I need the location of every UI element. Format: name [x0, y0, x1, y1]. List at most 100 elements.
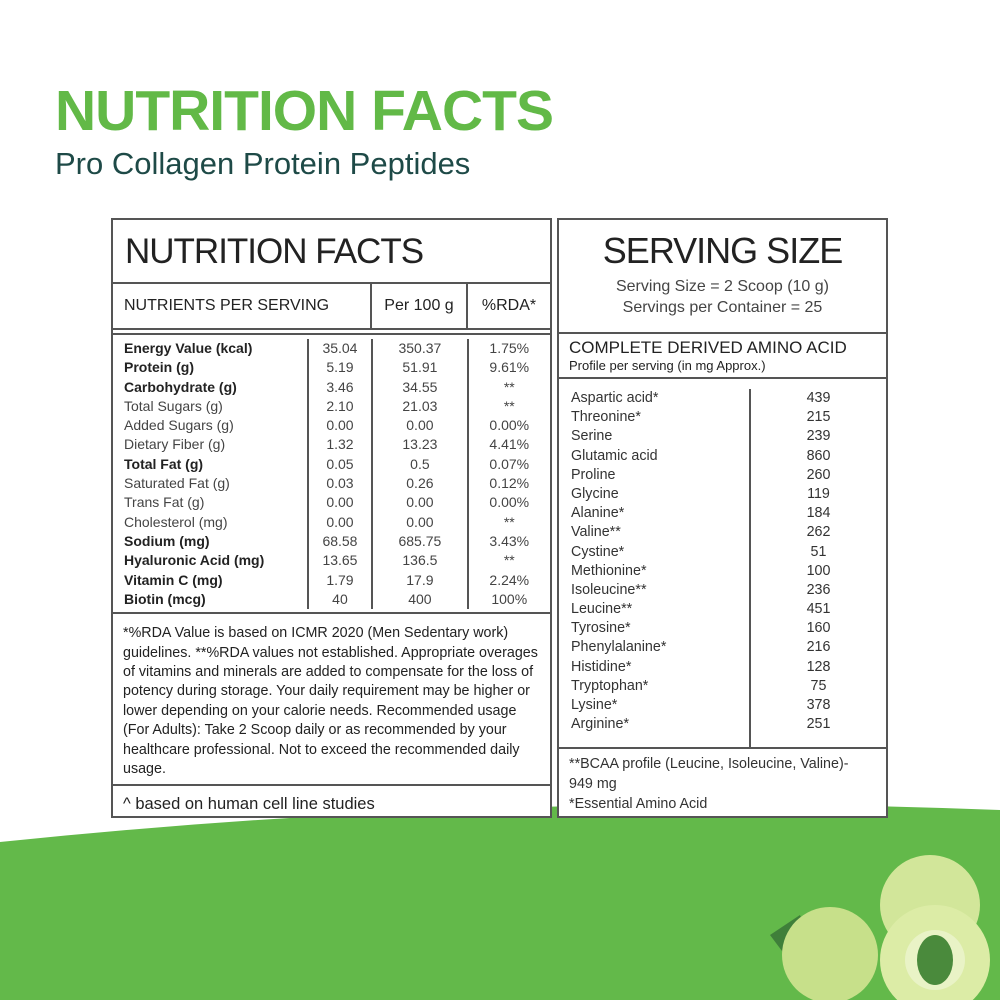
amino-acid-name: Methionine* [571, 562, 647, 579]
amino-acid-value: 184 [806, 505, 831, 522]
amino-acid-name: Glutamic acid [571, 447, 658, 464]
nutrient-name: Protein (g) [124, 359, 194, 376]
nutrient-rda: 2.24% [489, 571, 530, 588]
amino-acid-value: 260 [806, 466, 831, 483]
nutrient-per-serving: 40 [332, 590, 348, 607]
amino-acid-name: Alanine* [571, 505, 625, 522]
amino-acid-name: Leucine** [571, 601, 633, 618]
nutrient-per-100g: 0.5 [410, 455, 430, 472]
amino-acid-subtitle: Profile per serving (in mg Approx.) [569, 358, 766, 373]
amino-acid-value: 251 [806, 716, 831, 733]
column-header-rda: %RDA* [466, 284, 550, 328]
amino-acid-name: Phenylalanine* [571, 639, 667, 656]
nutrient-rda: ** [503, 378, 515, 395]
amino-acid-value: 262 [806, 524, 831, 541]
nutrient-per-100g: 0.00 [406, 417, 434, 434]
nutrient-rda: 3.43% [489, 532, 530, 549]
nutrient-name: Biotin (mcg) [124, 590, 206, 607]
amino-acid-name: Arginine* [571, 716, 630, 733]
nutrient-rda: ** [503, 513, 515, 530]
amino-acid-name: Serine [571, 428, 613, 445]
nutrient-per-100g: 136.5 [402, 552, 438, 569]
amino-acid-table: Aspartic acid* Threonine* Serine Glutamic a… [559, 379, 886, 749]
nutrient-rda: 0.07% [489, 455, 530, 472]
nutrition-facts-panel: NUTRITION FACTS NUTRIENTS PER SERVING Pe… [111, 218, 552, 818]
cell-line-footnote: ^ based on human cell line studies [123, 795, 375, 814]
nutrient-per-100g: 51.91 [402, 359, 438, 376]
nutrient-per-100g: 21.03 [402, 397, 438, 414]
nutrient-rda: 4.41% [489, 436, 530, 453]
amino-acid-value: 75 [810, 677, 827, 694]
nutrient-per-serving: 5.19 [326, 359, 354, 376]
amino-acid-name: Isoleucine** [571, 581, 647, 598]
amino-acid-title: COMPLETE DERIVED AMINO ACID [569, 338, 847, 357]
amino-acid-name: Tryptophan* [571, 677, 649, 694]
amino-acid-name: Cystine* [571, 543, 625, 560]
nutrient-per-serving: 1.32 [326, 436, 354, 453]
nutrient-name: Sodium (mg) [124, 532, 210, 549]
nutrient-name: Carbohydrate (g) [124, 378, 237, 395]
amino-acid-value: 378 [806, 697, 831, 713]
nutrient-rda: 0.00% [489, 417, 530, 434]
amino-acid-name: Glycine [571, 485, 619, 502]
nutrition-table-title: NUTRITION FACTS [113, 220, 550, 284]
amino-acid-value: 215 [806, 409, 831, 426]
page-title: NUTRITION FACTS [55, 79, 554, 143]
amino-acid-value: 100 [806, 562, 831, 579]
nutrient-name: Total Sugars (g) [124, 397, 223, 414]
servings-per-container-text: Servings per Container = 25 [622, 299, 823, 316]
nutrient-rda: 0.00% [489, 494, 530, 511]
serving-size-text: Serving Size = 2 Scoop (10 g) [615, 278, 829, 295]
nutrient-rda: 100% [491, 590, 528, 607]
nutrient-per-100g: 400 [408, 590, 432, 607]
nutrient-per-serving: 13.65 [322, 552, 358, 569]
amino-acid-name: Proline [571, 466, 616, 483]
amino-acid-name: Aspartic acid* [571, 390, 659, 406]
nutrient-rda: 0.12% [489, 475, 530, 492]
nutrient-per-serving: 0.00 [326, 494, 354, 511]
nutrient-name: Energy Value (kcal) [124, 340, 253, 356]
amino-acid-name: Valine** [571, 524, 621, 541]
serving-size-panel: SERVING SIZE Serving Size = 2 Scoop (10 … [557, 218, 888, 818]
amino-acid-name: Tyrosine* [571, 620, 631, 637]
amino-acid-header: COMPLETE DERIVED AMINO ACID Profile per … [559, 332, 886, 379]
column-header-nutrients: NUTRIENTS PER SERVING [124, 297, 330, 314]
nutrient-name: Trans Fat (g) [124, 494, 205, 511]
amino-acid-value: 451 [806, 601, 831, 618]
nutrient-per-serving: 3.46 [326, 378, 354, 395]
nutrition-table-body: Energy Value (kcal) Protein (g) Carbohydra… [113, 333, 550, 615]
column-header-per100: Per 100 g [370, 284, 466, 328]
amino-acid-value: 128 [806, 658, 831, 675]
amino-acid-name: Histidine* [571, 658, 632, 675]
nutrient-name: Hyaluronic Acid (mg) [124, 552, 265, 569]
amino-acid-value: 236 [806, 581, 831, 598]
nutrient-name: Saturated Fat (g) [124, 475, 230, 492]
nutrient-per-100g: 0.00 [406, 513, 434, 530]
nutrient-per-serving: 68.58 [322, 532, 358, 549]
nutrient-name: Cholesterol (mg) [124, 513, 228, 530]
nutrient-per-serving: 2.10 [326, 397, 354, 414]
bcaa-footnote: **BCAA profile (Leucine, Isoleucine, Val… [569, 756, 849, 792]
nutrient-per-serving: 0.00 [326, 513, 354, 530]
amino-acid-value: 239 [806, 428, 831, 445]
essential-amino-footnote: *Essential Amino Acid [569, 796, 708, 812]
amla-fruit-image [770, 855, 990, 1000]
nutrient-per-serving: 0.03 [326, 475, 354, 492]
nutrient-per-100g: 13.23 [402, 436, 438, 453]
amino-acid-value: 160 [806, 620, 831, 637]
amino-acid-value: 439 [806, 390, 831, 406]
nutrient-rda: 9.61% [489, 359, 530, 376]
nutrient-per-serving: 0.00 [326, 417, 354, 434]
amino-acid-value: 51 [810, 543, 827, 560]
nutrient-per-serving: 1.79 [326, 571, 354, 588]
nutrient-per-100g: 0.00 [406, 494, 434, 511]
nutrient-per-100g: 350.37 [398, 340, 442, 356]
nutrient-per-100g: 17.9 [406, 571, 434, 588]
amino-acid-value: 860 [806, 447, 831, 464]
nutrient-rda: ** [503, 397, 515, 414]
nutrient-per-serving: 35.04 [322, 340, 358, 356]
nutrient-rda: ** [503, 552, 515, 569]
nutrient-rda: 1.75% [489, 340, 530, 356]
nutrient-per-100g: 34.55 [402, 378, 438, 395]
